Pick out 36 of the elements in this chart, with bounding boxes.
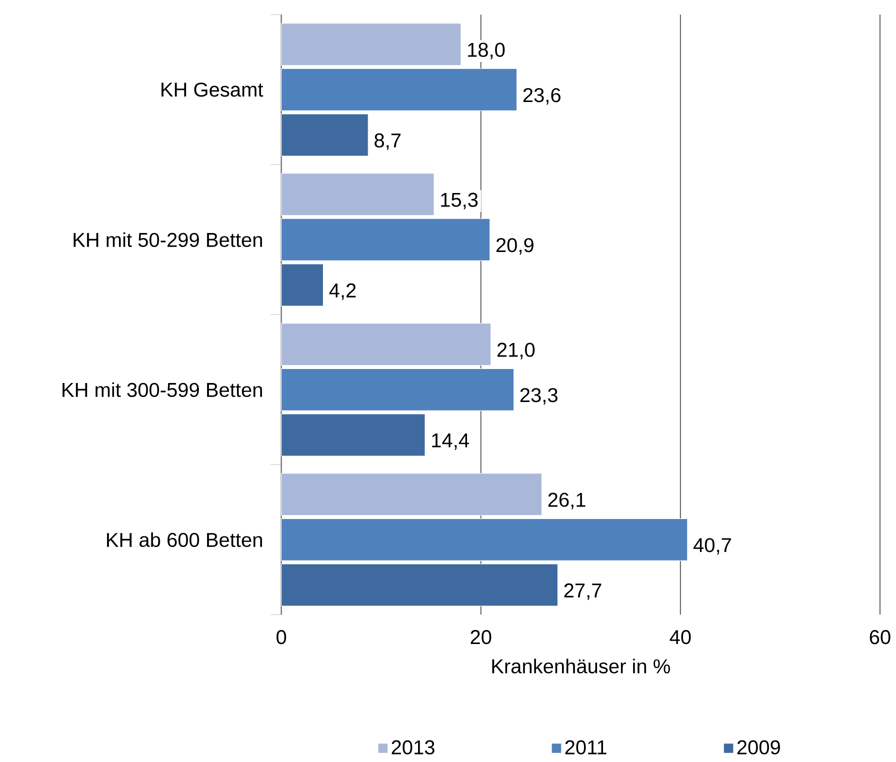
x-tick-label: 20 xyxy=(470,630,492,644)
bar xyxy=(281,68,518,112)
bar xyxy=(281,414,426,456)
bar xyxy=(281,368,514,412)
legend-label: 2009 xyxy=(737,740,780,755)
data-label: 23,6 xyxy=(523,88,560,105)
bar xyxy=(281,518,688,562)
y-tick-label: KH ab 600 Betten xyxy=(107,532,262,548)
legend-label: 2011 xyxy=(565,740,606,755)
data-label: 14,4 xyxy=(432,434,469,450)
bar xyxy=(281,264,324,306)
data-label: 18,0 xyxy=(468,42,505,60)
data-label: 4,2 xyxy=(329,284,356,300)
data-label: 20,9 xyxy=(496,238,534,255)
data-label: 27,7 xyxy=(564,584,602,600)
y-tick-label: KH Gesamt xyxy=(162,82,264,97)
bar xyxy=(281,323,492,366)
data-label: 23,3 xyxy=(520,388,558,405)
data-label: 15,3 xyxy=(441,192,478,210)
legend-label: 2013 xyxy=(392,740,434,755)
bar xyxy=(281,23,462,66)
bar xyxy=(281,173,434,216)
bar xyxy=(281,564,558,606)
bar xyxy=(281,473,542,516)
y-tick-label: KH mit 300-599 Betten xyxy=(62,382,262,398)
data-label: 26,1 xyxy=(548,492,586,510)
y-tick-label: KH mit 50-299 Betten xyxy=(74,232,262,248)
data-label: 8,7 xyxy=(374,134,401,150)
bar xyxy=(281,114,368,156)
x-axis-title: Krankenhäuser in % xyxy=(492,658,670,674)
x-tick-label: 40 xyxy=(670,630,691,644)
bar xyxy=(281,218,490,262)
x-tick-label: 0 xyxy=(276,630,286,644)
x-tick-label: 60 xyxy=(870,630,890,644)
data-label: 21,0 xyxy=(497,342,535,360)
data-label: 40,7 xyxy=(693,538,731,555)
